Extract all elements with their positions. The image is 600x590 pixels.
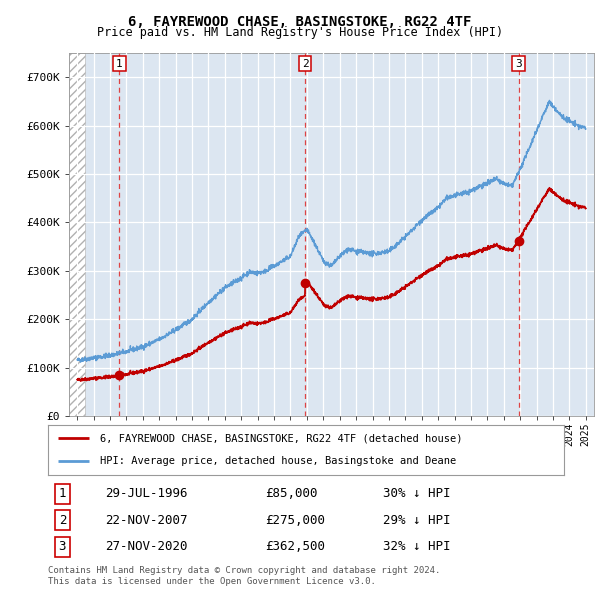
Text: 29-JUL-1996: 29-JUL-1996 (105, 487, 187, 500)
Text: 22-NOV-2007: 22-NOV-2007 (105, 514, 187, 527)
Text: 32% ↓ HPI: 32% ↓ HPI (383, 540, 451, 553)
Text: 3: 3 (59, 540, 66, 553)
Text: 27-NOV-2020: 27-NOV-2020 (105, 540, 187, 553)
Text: 2: 2 (302, 58, 308, 68)
Text: 6, FAYREWOOD CHASE, BASINGSTOKE, RG22 4TF (detached house): 6, FAYREWOOD CHASE, BASINGSTOKE, RG22 4T… (100, 433, 462, 443)
Text: HPI: Average price, detached house, Basingstoke and Deane: HPI: Average price, detached house, Basi… (100, 457, 456, 467)
Text: Contains HM Land Registry data © Crown copyright and database right 2024.
This d: Contains HM Land Registry data © Crown c… (48, 566, 440, 586)
Text: 3: 3 (515, 58, 522, 68)
Text: Price paid vs. HM Land Registry's House Price Index (HPI): Price paid vs. HM Land Registry's House … (97, 26, 503, 39)
Text: 30% ↓ HPI: 30% ↓ HPI (383, 487, 451, 500)
Text: 1: 1 (59, 487, 66, 500)
Text: £85,000: £85,000 (265, 487, 317, 500)
Text: £362,500: £362,500 (265, 540, 325, 553)
Text: 29% ↓ HPI: 29% ↓ HPI (383, 514, 451, 527)
Bar (69, 53, 85, 416)
Text: 1: 1 (116, 58, 123, 68)
Text: 6, FAYREWOOD CHASE, BASINGSTOKE, RG22 4TF: 6, FAYREWOOD CHASE, BASINGSTOKE, RG22 4T… (128, 15, 472, 29)
Text: 2: 2 (59, 514, 66, 527)
Text: £275,000: £275,000 (265, 514, 325, 527)
